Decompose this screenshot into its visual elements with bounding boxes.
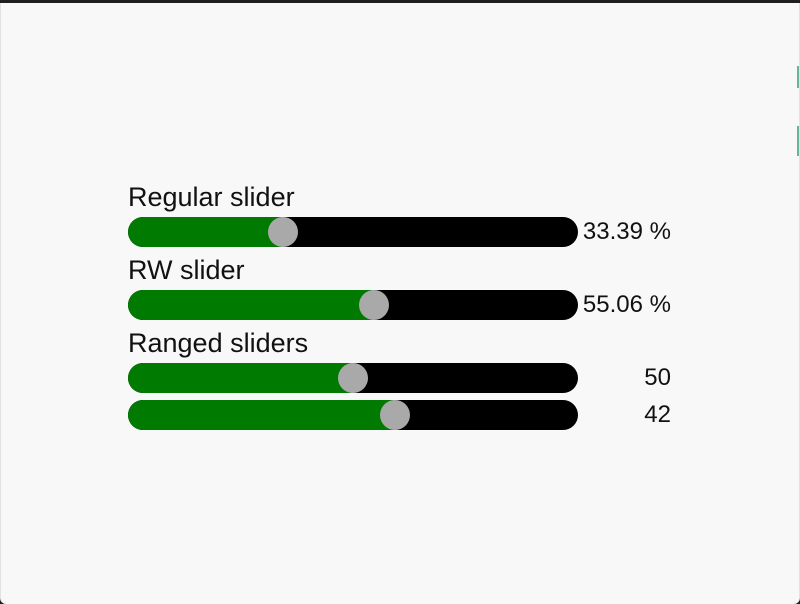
ranged-slider-2-fill [128,400,395,430]
app-window: Regular slider 33.39 % RW slider 55.06 %… [0,3,800,604]
regular-slider-thumb[interactable] [268,217,299,247]
rw-slider-label: RW slider [128,255,245,285]
regular-slider-label: Regular slider [128,182,295,212]
regular-slider-track[interactable] [128,217,578,247]
rw-slider-row: 55.06 % [128,290,688,320]
rw-slider-thumb[interactable] [359,290,390,320]
ranged-sliders-label: Ranged sliders [128,328,309,358]
ranged-slider-2-value: 42 [644,401,671,428]
sliders-panel: Regular slider 33.39 % RW slider 55.06 %… [128,181,688,437]
ranged-slider-1-thumb[interactable] [338,363,368,393]
window-edge-accent [797,126,799,156]
ranged-slider-2-track[interactable] [128,400,578,430]
rw-slider-fill [128,290,375,320]
regular-slider-value: 33.39 % [582,218,671,245]
ranged-slider-row-2: 42 [128,400,688,430]
regular-slider-row: 33.39 % [128,217,688,247]
rw-slider-track[interactable] [128,290,578,320]
window-edge-accent [797,66,799,88]
ranged-slider-2-thumb[interactable] [380,400,410,430]
ranged-slider-1-track[interactable] [128,363,578,393]
regular-slider-fill [128,217,284,247]
ranged-slider-1-value: 50 [644,364,671,391]
ranged-slider-row-1: 50 [128,363,688,393]
ranged-slider-1-fill [128,363,353,393]
ranged-sliders-group: Ranged sliders 50 42 [128,327,688,430]
rw-slider-value: 55.06 % [582,291,671,318]
